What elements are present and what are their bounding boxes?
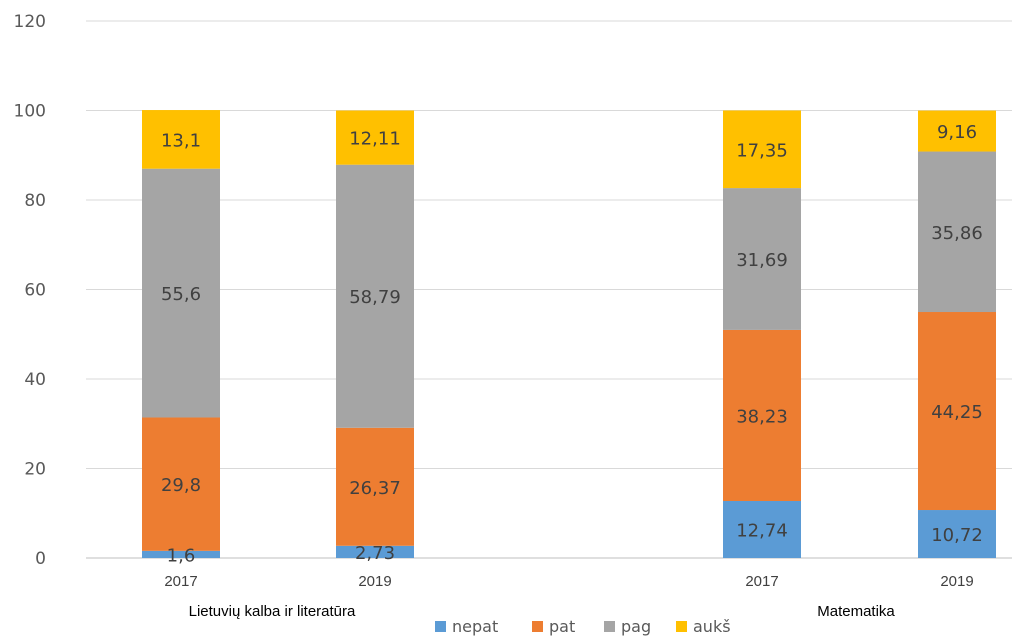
legend-label-nepat: nepat — [452, 617, 498, 636]
x-tick-label: 2019 — [358, 573, 391, 590]
y-tick-label: 40 — [24, 370, 46, 390]
legend-swatch-pat — [532, 621, 543, 632]
x-tick-label: 2017 — [745, 573, 778, 590]
y-tick-label: 100 — [14, 102, 46, 122]
data-label: 31,69 — [736, 250, 788, 271]
legend-swatch-aukš — [676, 621, 687, 632]
bar-segment-pag — [336, 164, 414, 428]
bar-segment-pag — [723, 188, 801, 330]
legend-label-pat: pat — [549, 617, 575, 636]
legend-label-aukš: aukš — [693, 617, 731, 636]
data-label: 1,6 — [167, 545, 196, 566]
y-tick-label: 60 — [24, 281, 46, 301]
bar-segment-pat — [142, 417, 220, 551]
y-tick-label: 0 — [35, 549, 46, 569]
x-tick-label: 2017 — [164, 573, 197, 590]
bar-segment-pat — [918, 312, 996, 511]
data-label: 38,23 — [736, 406, 788, 427]
bar-segment-nepat — [142, 550, 220, 558]
data-label: 26,37 — [349, 478, 401, 499]
data-label: 13,1 — [161, 130, 201, 151]
bar-segment-aukš — [723, 110, 801, 189]
data-labels: 1,6 29,8 55,6 13,1 2,73 26,37 58,79 12,11 12,74 3… — [161, 122, 983, 566]
bar-segment-nepat — [336, 545, 414, 558]
bar-segment-aukš — [142, 110, 220, 169]
y-tick-label: 80 — [24, 191, 46, 211]
legend-swatch-nepat — [435, 621, 446, 632]
legend: nepat pat pag aukš — [435, 617, 731, 636]
y-axis-ticks: 0 20 40 60 80 100 120 — [14, 12, 46, 569]
y-tick-label: 120 — [14, 12, 46, 32]
group-labels: Lietuvių kalba ir literatūra Matematika — [189, 603, 896, 620]
data-label: 12,11 — [349, 129, 401, 150]
bar-segment-nepat — [723, 500, 801, 558]
bar-segment-pat — [336, 427, 414, 546]
x-axis-ticks: 2017 2019 2017 2019 — [164, 573, 973, 590]
bar-segment-pag — [918, 151, 996, 313]
data-label: 17,35 — [736, 140, 788, 161]
data-label: 29,8 — [161, 475, 201, 496]
bar-segment-aukš — [918, 110, 996, 152]
bar-segment-aukš — [336, 110, 414, 165]
data-label: 58,79 — [349, 287, 401, 308]
bar-stacks — [142, 110, 996, 558]
data-label: 10,72 — [931, 525, 983, 546]
data-label: 55,6 — [161, 284, 201, 305]
x-tick-label: 2019 — [940, 573, 973, 590]
gridlines — [86, 20, 1012, 559]
group-label: Matematika — [817, 603, 895, 620]
legend-label-pag: pag — [621, 617, 651, 636]
data-label: 9,16 — [937, 122, 977, 143]
data-label: 35,86 — [931, 223, 983, 244]
bar-segment-nepat — [918, 510, 996, 558]
y-tick-label: 20 — [24, 460, 46, 480]
bar-segment-pat — [723, 329, 801, 501]
data-label: 44,25 — [931, 402, 983, 423]
data-label: 2,73 — [355, 543, 395, 564]
data-label: 12,74 — [736, 520, 788, 541]
group-label: Lietuvių kalba ir literatūra — [189, 603, 356, 620]
bar-segment-pag — [142, 168, 220, 418]
legend-swatch-pag — [604, 621, 615, 632]
